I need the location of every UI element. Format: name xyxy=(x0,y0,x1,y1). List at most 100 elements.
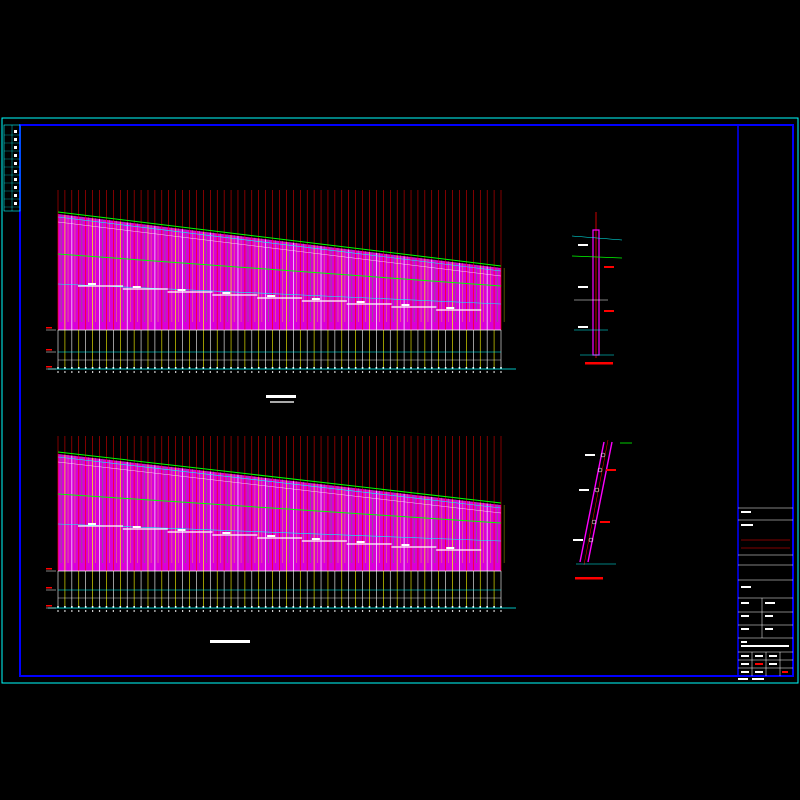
station-label-mark xyxy=(410,610,412,612)
pile-toe xyxy=(174,367,177,369)
pile-toe xyxy=(389,367,392,369)
station-label-mark xyxy=(375,371,378,373)
pile-toe xyxy=(140,367,142,369)
pile-toe xyxy=(167,367,170,369)
station-label-mark xyxy=(299,610,301,612)
top-profile-line xyxy=(57,211,502,267)
section-label-mark xyxy=(600,521,610,523)
section-label-mark xyxy=(578,326,588,328)
pile-toe xyxy=(133,606,135,608)
bench-label-mark xyxy=(177,529,186,531)
pile-toe xyxy=(181,367,184,369)
pile-toe xyxy=(347,606,350,608)
station-label-mark xyxy=(368,371,371,373)
title-block xyxy=(737,125,793,680)
station-label-mark xyxy=(195,371,198,373)
bench-label-mark xyxy=(311,538,320,540)
pile-toe xyxy=(147,606,149,608)
station-label-mark xyxy=(244,610,246,612)
pile-toe xyxy=(209,606,212,608)
pile-toe xyxy=(444,367,447,369)
station-label-mark xyxy=(98,371,101,373)
station-label-mark xyxy=(161,610,163,612)
pile-toe xyxy=(424,606,426,608)
pile-toe xyxy=(230,367,232,369)
bench-label-mark xyxy=(311,298,320,300)
pile-elevation-upper xyxy=(46,190,516,373)
mid-profile-line xyxy=(57,523,502,542)
bench-label-mark xyxy=(401,544,410,546)
pile-toe xyxy=(57,367,59,369)
pile-toe xyxy=(313,367,315,369)
station-label-mark xyxy=(465,610,467,612)
station-label-mark xyxy=(382,610,384,612)
section-label-mark xyxy=(578,244,588,246)
pile-toe xyxy=(251,367,253,369)
pile-toe xyxy=(375,367,378,369)
station-label-mark xyxy=(278,610,281,612)
bench-label-mark xyxy=(177,289,186,291)
pile-toe xyxy=(403,367,405,369)
station-label-mark xyxy=(348,371,350,373)
station-label-mark xyxy=(271,610,274,612)
station-label-mark xyxy=(396,610,398,612)
station-label-mark xyxy=(85,371,87,373)
title-block-text-mark xyxy=(755,655,763,657)
section-axis xyxy=(583,439,609,566)
section-label-mark xyxy=(585,454,595,456)
station-label-mark xyxy=(258,371,260,373)
pile-toe xyxy=(161,606,163,608)
station-label-mark xyxy=(64,610,66,612)
inner-drawing-frame xyxy=(19,124,794,677)
view-caption-upper xyxy=(266,395,296,403)
station-label-mark xyxy=(320,610,322,612)
title-block-text-mark xyxy=(741,602,749,604)
pile-toe xyxy=(188,606,191,608)
pile-toe xyxy=(430,367,433,369)
station-label-mark xyxy=(71,371,73,373)
station-label-mark xyxy=(133,610,135,612)
pile-toe xyxy=(71,606,73,608)
section-layer-line xyxy=(571,235,623,241)
pile-toe xyxy=(133,367,135,369)
title-block-text-mark xyxy=(765,628,773,630)
station-label-mark xyxy=(216,371,218,373)
station-label-mark xyxy=(244,371,246,373)
station-label-mark xyxy=(445,610,447,612)
station-label-mark xyxy=(202,610,204,612)
pile-toe xyxy=(306,367,308,369)
section-layer-line xyxy=(571,255,623,259)
station-label-mark xyxy=(119,610,121,612)
bench-label-mark xyxy=(88,523,96,525)
station-label-mark xyxy=(375,610,378,612)
pile-toe xyxy=(174,606,177,608)
pile-toe xyxy=(91,606,94,608)
station-label-mark xyxy=(126,371,128,373)
pile-toe xyxy=(479,367,482,369)
pile-toe xyxy=(437,367,440,369)
pile-toe xyxy=(389,606,392,608)
pile-toe xyxy=(188,367,191,369)
station-label-mark xyxy=(140,371,142,373)
bench-label-mark xyxy=(446,307,455,309)
title-block-text-mark xyxy=(769,655,777,657)
station-label-mark xyxy=(306,610,308,612)
title-block-text-mark xyxy=(741,645,789,647)
pile-toe xyxy=(216,606,219,608)
pile-toe xyxy=(202,606,205,608)
station-label-mark xyxy=(147,610,149,612)
station-label-mark xyxy=(438,610,440,612)
title-block-text-mark xyxy=(741,655,749,657)
pile-toe xyxy=(458,367,461,369)
left-binding-strip xyxy=(3,124,21,212)
pile-toe xyxy=(230,606,232,608)
pile-toe xyxy=(465,606,468,608)
station-label-mark xyxy=(465,371,467,373)
pile-toe xyxy=(458,606,461,608)
section-label-mark xyxy=(604,266,614,268)
station-label-mark xyxy=(175,371,177,373)
pile-toe xyxy=(410,367,412,369)
station-label-mark xyxy=(258,610,260,612)
station-label-mark xyxy=(202,371,204,373)
